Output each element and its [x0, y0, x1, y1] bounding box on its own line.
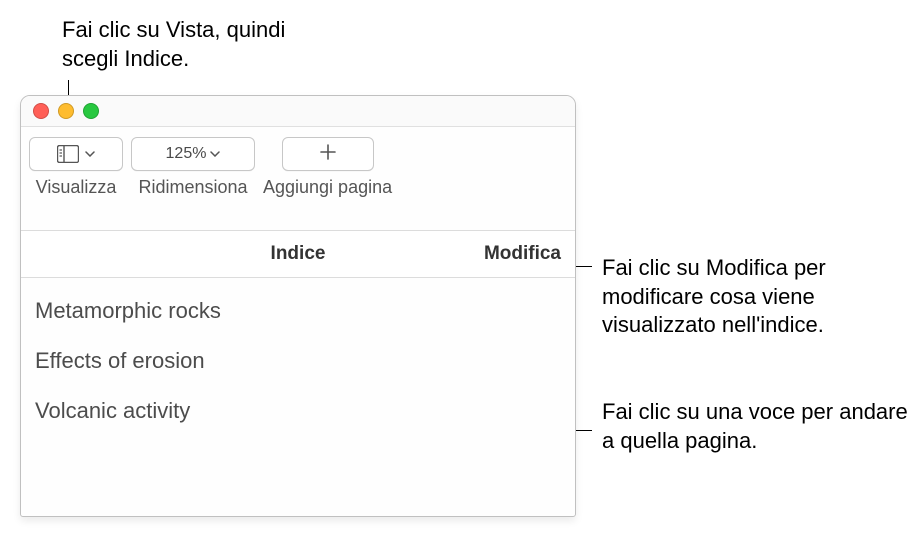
toc-list: Metamorphic rocks Effects of erosion Vol… [21, 278, 575, 444]
zoom-button[interactable]: 125% [131, 137, 255, 171]
edit-button[interactable]: Modifica [484, 243, 561, 265]
toolbar: Visualizza 125% Ridimensiona Aggiun [21, 127, 575, 231]
close-window-button[interactable] [33, 103, 49, 119]
add-page-button[interactable] [282, 137, 374, 171]
callout-top: Fai clic su Vista, quindi scegli Indice. [62, 16, 342, 73]
view-label: Visualizza [36, 177, 117, 198]
zoom-value: 125% [166, 145, 207, 163]
callout-edit-explain: Fai clic su Modifica per modificare cosa… [602, 254, 912, 340]
toc-item[interactable]: Effects of erosion [35, 336, 561, 386]
chevron-down-icon [85, 151, 95, 157]
toc-item[interactable]: Volcanic activity [35, 386, 561, 436]
toc-item[interactable]: Metamorphic rocks [35, 286, 561, 336]
chevron-down-icon [210, 151, 220, 157]
add-page-label: Aggiungi pagina [263, 177, 392, 198]
toc-header: Indice Modifica [21, 231, 575, 278]
minimize-window-button[interactable] [58, 103, 74, 119]
view-group: Visualizza [29, 137, 123, 198]
callout-item-explain: Fai clic su una voce per andare a quella… [602, 398, 912, 455]
sidebar-icon [57, 145, 79, 163]
add-page-group: Aggiungi pagina [263, 137, 392, 198]
zoom-window-button[interactable] [83, 103, 99, 119]
plus-icon [319, 141, 337, 167]
zoom-label: Ridimensiona [138, 177, 247, 198]
title-bar [21, 96, 575, 127]
view-button[interactable] [29, 137, 123, 171]
app-window: Visualizza 125% Ridimensiona Aggiun [20, 95, 576, 517]
zoom-group: 125% Ridimensiona [131, 137, 255, 198]
